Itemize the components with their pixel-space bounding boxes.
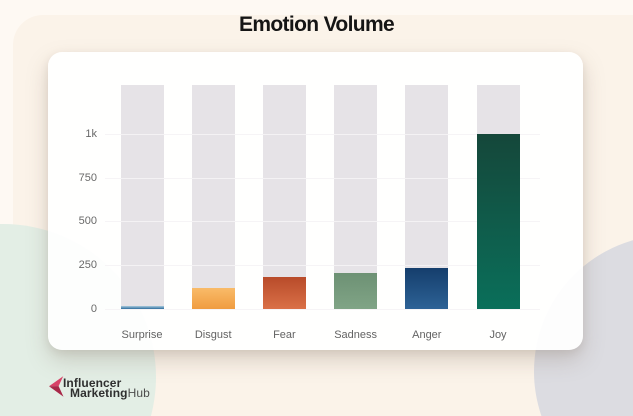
y-axis-tick-0: 0 [90,303,97,315]
logo-arrow-lower-half [49,386,64,397]
bar-track-sadness [334,85,378,309]
bar-disgust [191,287,235,309]
x-axis-label-disgust: Disgust [194,329,232,341]
bar-sadness [334,273,378,309]
gridline-overlay-250 [105,265,540,267]
chart-card: 0 250 500 750 1k Surprise Disgust Fear Sadness An… [48,52,583,350]
logo-arrow-icon [49,376,64,397]
x-axis-label-fear: Fear [273,329,296,341]
bar-surprise [120,306,164,309]
gridline-overlay-500 [105,221,540,223]
logo-arrow-upper-half [49,376,64,387]
logo-word-marketinghub: MarketingHub [70,386,150,400]
logo-text: Influencer MarketingHub [63,376,150,400]
gridline-overlay-1k [105,133,540,135]
logo-word-hub: Hub [127,386,150,400]
x-axis-label-surprise: Surprise [121,329,163,341]
x-axis-label-sadness: Sadness [334,329,377,341]
bar-fear [262,277,306,309]
logo-word-marketing: Marketing [70,386,128,400]
bar-track-fear [262,85,306,309]
y-axis-tick-750: 750 [78,171,97,184]
bar-anger [405,267,449,309]
chart-title: Emotion Volume [238,13,395,36]
bar-joy [476,133,520,309]
x-axis-label-joy: Joy [489,329,507,341]
y-axis-tick-250: 250 [78,259,97,272]
y-axis-tick-500: 500 [78,215,97,228]
y-axis-tick-1k: 1k [85,127,97,140]
gridline-overlay-0 [105,309,540,310]
bar-track-disgust [191,85,235,309]
bar-track-surprise [120,85,164,309]
logo-word-influencer: Influencer [63,376,122,390]
brand-logo: Influencer MarketingHub [49,374,150,400]
x-axis-label-anger: Anger [412,329,442,341]
gridline-overlay-750 [105,177,540,179]
